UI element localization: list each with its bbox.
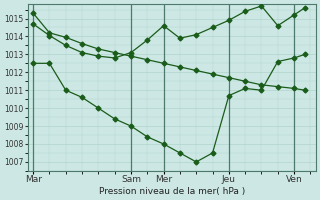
X-axis label: Pression niveau de la mer( hPa ): Pression niveau de la mer( hPa ): [99, 187, 245, 196]
